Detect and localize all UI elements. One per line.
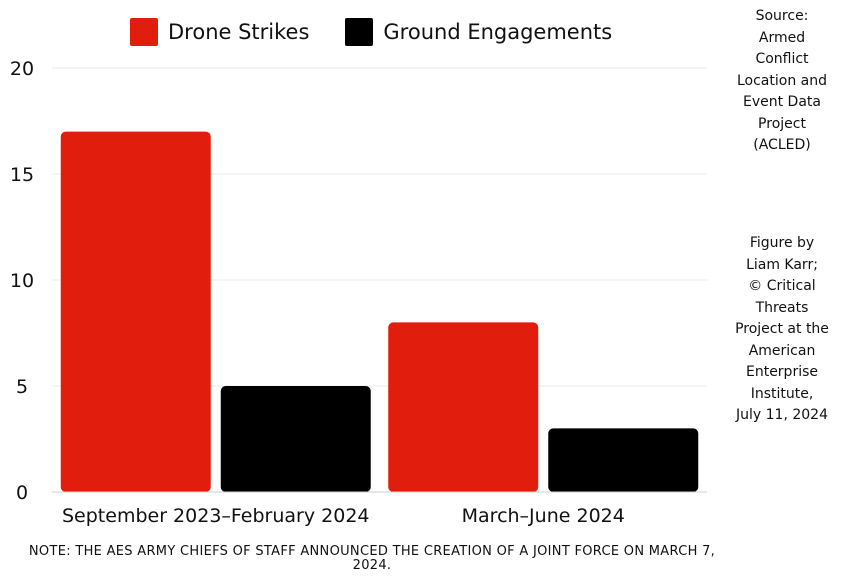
x-tick-label-1: March–June 2024 [462, 505, 625, 527]
chart-legend: Drone Strikes Ground Engagements [130, 18, 612, 46]
legend-label-ground-engagements: Ground Engagements [383, 20, 613, 44]
y-tick-label-0: 0 [16, 482, 28, 504]
legend-item-ground-engagements: Ground Engagements [345, 18, 612, 46]
y-tick-label-10: 10 [10, 270, 34, 292]
y-tick-label-5: 5 [16, 376, 28, 398]
footnote: NOTE: THE AES ARMY CHIEFS OF STAFF ANNOU… [28, 544, 716, 573]
bar-ground-engagements-1 [548, 428, 699, 492]
source-note: Source: Armed Conflict Location and Even… [736, 8, 827, 153]
x-tick-label-0: September 2023–February 2024 [62, 505, 370, 527]
y-tick-label-20: 20 [10, 58, 34, 80]
legend-swatch-drone-strikes [130, 18, 158, 46]
legend-swatch-ground-engagements [345, 18, 374, 46]
legend-label-drone-strikes: Drone Strikes [168, 20, 310, 44]
legend-item-drone-strikes: Drone Strikes [130, 18, 309, 46]
credit-note: Figure by Liam Karr; © Critical Threats … [735, 235, 829, 423]
bar-drone-strikes-1 [388, 322, 539, 492]
bar-ground-engagements-0 [220, 386, 371, 492]
bar-drone-strikes-0 [60, 131, 211, 492]
bar-chart: 0 5 10 15 20 September 2023–February 2024 Marc… [10, 58, 707, 527]
y-tick-label-15: 15 [10, 164, 34, 186]
